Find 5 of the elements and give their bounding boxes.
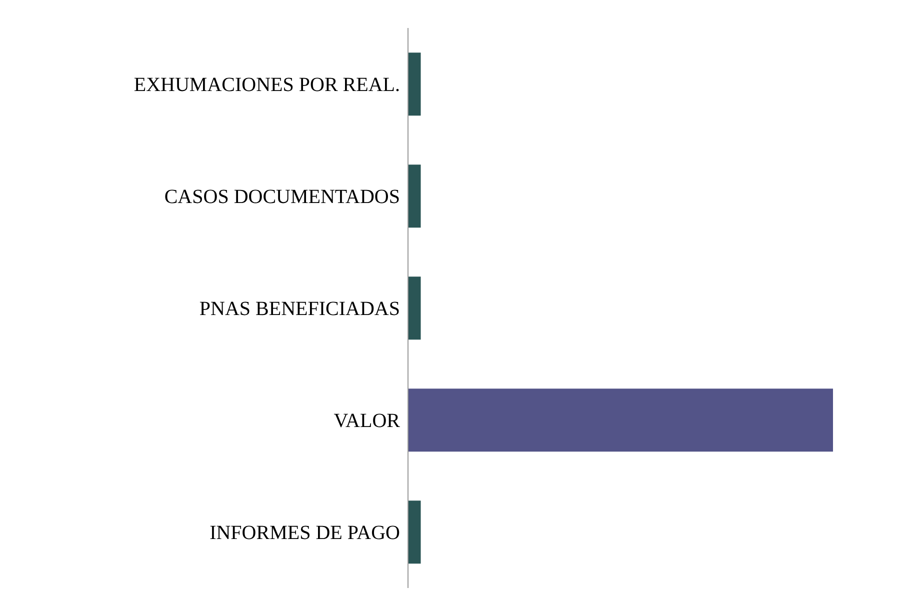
y-tick-label: VALOR bbox=[334, 410, 401, 432]
y-tick-label: INFORMES DE PAGO bbox=[210, 522, 400, 544]
y-tick-label: EXHUMACIONES POR REAL. bbox=[134, 74, 400, 96]
y-tick-label: PNAS BENEFICIADAS bbox=[199, 298, 400, 320]
y-tick-label: CASOS DOCUMENTADOS bbox=[164, 186, 400, 208]
